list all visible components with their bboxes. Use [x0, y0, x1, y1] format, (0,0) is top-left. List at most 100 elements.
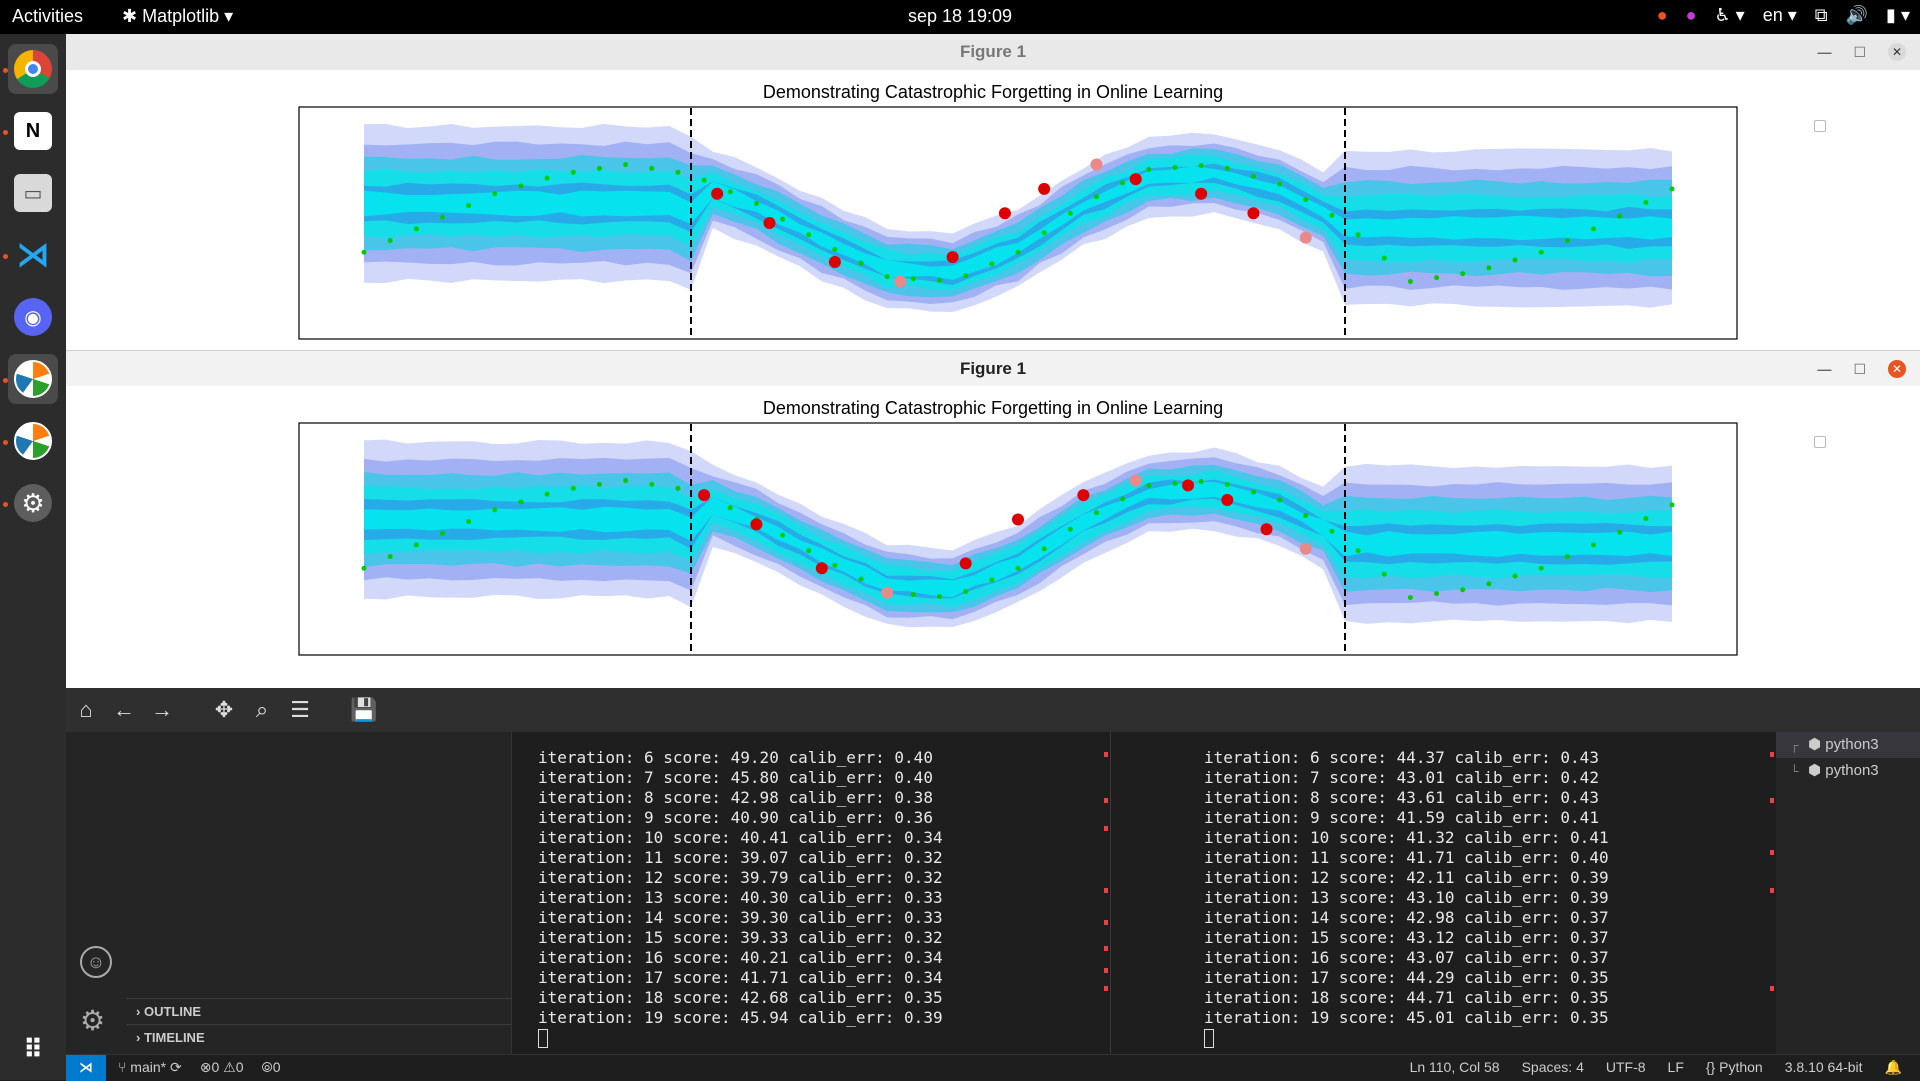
error-icon: ⊗: [199, 1059, 212, 1075]
error-count: 0: [211, 1059, 220, 1075]
system-tray: ● ● ♿ ▾ en ▾ ⧉ 🔊 ▮ ▾: [1657, 5, 1910, 26]
true-function-point: [1329, 528, 1335, 534]
battery-icon[interactable]: ▮ ▾: [1886, 5, 1910, 25]
remote-icon[interactable]: ⋊: [66, 1055, 106, 1081]
minimize-button[interactable]: —: [1817, 44, 1832, 60]
timeline-section[interactable]: › TIMELINE: [126, 1024, 512, 1050]
terminal-line: iteration: 16 score: 40.21 calib_err: 0.…: [538, 948, 943, 967]
figure-checkbox[interactable]: [1814, 120, 1826, 132]
true-function-point: [1303, 197, 1309, 203]
terminal-entry[interactable]: └ ⬢ python3: [1790, 762, 1879, 779]
bell-icon[interactable]: 🔔: [1884, 1059, 1902, 1075]
clock[interactable]: sep 18 19:09: [907, 6, 1013, 26]
configure-icon[interactable]: ☰: [290, 697, 310, 722]
terminal-line: iteration: 19 score: 45.94 calib_err: 0.…: [538, 1008, 943, 1027]
outline-section[interactable]: › OUTLINE: [126, 998, 512, 1024]
true-function-point: [989, 261, 995, 267]
accessibility-icon[interactable]: ♿ ▾: [1714, 5, 1745, 25]
terminal-line: iteration: 13 score: 40.30 calib_err: 0.…: [538, 888, 943, 907]
plot-axes: [298, 422, 1738, 656]
files-icon[interactable]: ▭: [8, 168, 58, 218]
true-function-point: [727, 505, 733, 511]
branch-name: main*: [130, 1059, 167, 1075]
close-button[interactable]: ✕: [1888, 43, 1906, 61]
indentation[interactable]: Spaces: 4: [1521, 1059, 1584, 1075]
interpreter[interactable]: 3.8.10 64-bit: [1784, 1059, 1863, 1075]
true-function-point: [1120, 180, 1126, 186]
window-title-bar[interactable]: Figure 1 — ☐ ✕: [66, 350, 1920, 386]
terminal-right[interactable]: iteration: 6 score: 44.37 calib_err: 0.4…: [1204, 748, 1824, 1048]
true-function-point: [1538, 249, 1544, 255]
terminal-line: iteration: 8 score: 42.98 calib_err: 0.3…: [538, 788, 933, 807]
terminal-name: python3: [1825, 762, 1879, 779]
save-icon[interactable]: 💾: [350, 697, 378, 722]
window-title-bar[interactable]: Figure 1 — ☐ ✕: [66, 34, 1920, 70]
observed-point: [1182, 479, 1195, 492]
figure-canvas[interactable]: Demonstrating Catastrophic Forgetting in…: [66, 386, 1920, 688]
true-function-point: [753, 201, 759, 206]
true-function-point: [1564, 554, 1570, 560]
branch-indicator[interactable]: ⑂ main* ⟳: [118, 1055, 182, 1080]
true-function-point: [1591, 226, 1597, 232]
true-function-point: [780, 216, 786, 222]
app-grid-icon[interactable]: ⠿: [22, 1033, 44, 1064]
true-function-point: [1460, 271, 1466, 277]
tray-app-icon-2[interactable]: ●: [1685, 5, 1697, 25]
gear-icon[interactable]: ⚙: [80, 1005, 106, 1036]
pan-icon[interactable]: ✥: [214, 697, 234, 722]
true-function-point: [1041, 546, 1047, 552]
terminal-divider[interactable]: [1110, 732, 1111, 1054]
cursor-position[interactable]: Ln 110, Col 58: [1409, 1059, 1500, 1075]
terminal-line: iteration: 12 score: 42.11 calib_err: 0.…: [1204, 868, 1609, 887]
true-function-point: [439, 530, 445, 536]
discord-icon[interactable]: ◉: [8, 292, 58, 342]
vscode-icon[interactable]: ⋊: [16, 236, 50, 274]
terminal-left[interactable]: iteration: 6 score: 49.20 calib_err: 0.4…: [538, 748, 1158, 1048]
ports-indicator[interactable]: ⦾0: [262, 1055, 281, 1080]
terminal-entry[interactable]: ┌ ⬢ python3: [1776, 732, 1920, 758]
back-icon[interactable]: ←: [113, 697, 135, 722]
encoding[interactable]: UTF-8: [1605, 1059, 1646, 1075]
figure-checkbox[interactable]: [1814, 436, 1826, 448]
close-button[interactable]: ✕: [1888, 360, 1906, 378]
maximize-button[interactable]: ☐: [1853, 44, 1866, 60]
true-function-point: [492, 507, 498, 513]
chrome-icon[interactable]: [8, 44, 58, 94]
terminal-line: iteration: 15 score: 39.33 calib_err: 0.…: [538, 928, 943, 947]
true-function-point: [963, 273, 969, 279]
observed-point: [1038, 182, 1051, 195]
volume-icon[interactable]: 🔊: [1845, 5, 1869, 25]
forward-icon[interactable]: →: [151, 697, 173, 722]
account-icon[interactable]: ☺: [80, 946, 112, 978]
true-function-point: [1224, 165, 1230, 171]
matplotlib-icon[interactable]: [8, 354, 58, 404]
language-selector[interactable]: en ▾: [1762, 5, 1797, 25]
zoom-icon[interactable]: ⌕: [255, 697, 269, 722]
chevron-right-icon: ›: [136, 1030, 144, 1045]
true-function-point: [1198, 478, 1204, 484]
home-icon[interactable]: ⌂: [79, 697, 93, 722]
eol[interactable]: LF: [1667, 1059, 1684, 1075]
app-menu[interactable]: ✱ Matplotlib ▾: [122, 6, 233, 27]
tray-app-icon[interactable]: ●: [1656, 5, 1668, 25]
true-function-point: [1120, 496, 1126, 502]
settings-icon[interactable]: ⚙: [8, 478, 58, 528]
minimize-button[interactable]: —: [1817, 361, 1832, 377]
matplotlib-icon-2[interactable]: [8, 416, 58, 466]
terminal-line: iteration: 12 score: 39.79 calib_err: 0.…: [538, 868, 943, 887]
true-function-point: [1434, 275, 1440, 281]
true-function-point: [1277, 181, 1283, 187]
language-mode[interactable]: {} Python: [1706, 1055, 1763, 1080]
observed-point: [881, 586, 894, 599]
maximize-button[interactable]: ☐: [1853, 361, 1866, 377]
figure-canvas[interactable]: Demonstrating Catastrophic Forgetting in…: [66, 70, 1920, 350]
activities-button[interactable]: Activities: [12, 6, 84, 26]
outline-label: OUTLINE: [143, 1004, 202, 1019]
true-function-point: [1093, 194, 1099, 200]
network-icon[interactable]: ⧉: [1814, 5, 1828, 25]
notion-icon[interactable]: N: [8, 106, 58, 156]
true-function-point: [361, 565, 367, 571]
problems-indicator[interactable]: ⊗0 ⚠0: [200, 1055, 244, 1080]
running-indicator: [3, 68, 8, 73]
true-function-point: [1381, 255, 1387, 261]
